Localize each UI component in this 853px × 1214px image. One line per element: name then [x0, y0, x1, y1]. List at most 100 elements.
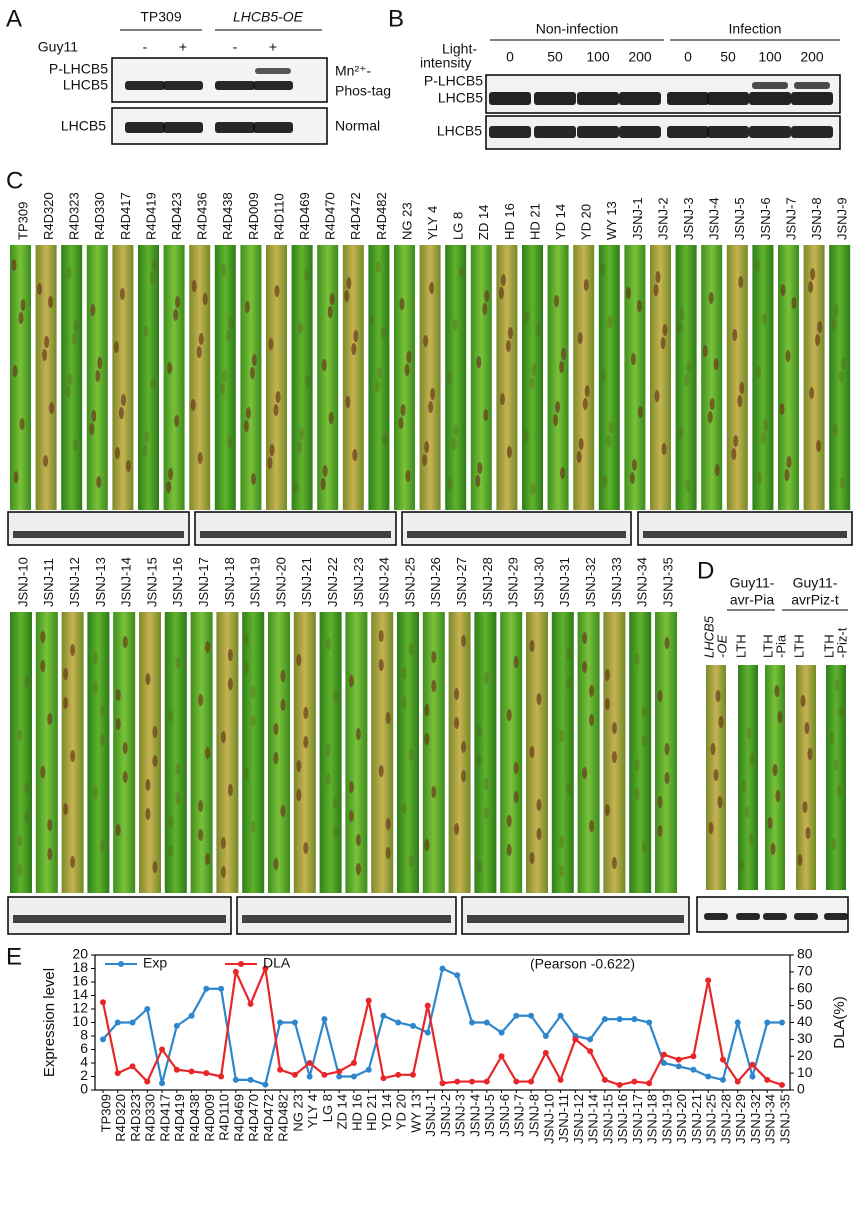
x-tick-label: JSNJ-21	[689, 1094, 704, 1144]
band-label: P-LHCB5	[49, 61, 108, 77]
data-point	[365, 997, 372, 1004]
method-label: Mn²⁺-	[335, 63, 372, 79]
lesion	[385, 818, 391, 830]
lesion	[625, 287, 631, 299]
lesion	[536, 828, 542, 840]
legend-label: DLA	[263, 955, 291, 971]
lesion	[662, 324, 668, 336]
lesion	[477, 462, 483, 474]
lesion	[348, 810, 354, 822]
leaf-image	[598, 245, 620, 510]
lesion	[584, 385, 590, 397]
x-tick-label: ZD 14	[335, 1094, 350, 1129]
lesion	[227, 436, 233, 448]
lesion	[381, 433, 387, 445]
data-point	[424, 1002, 431, 1009]
lesion	[424, 839, 430, 851]
lesion	[348, 675, 354, 687]
lesion	[780, 284, 786, 296]
leaf-label: JSNJ-25	[402, 557, 417, 607]
band	[215, 81, 255, 90]
lesion	[755, 366, 761, 378]
x-tick-label: YLY 4	[305, 1094, 320, 1128]
lesion	[802, 801, 808, 813]
leaf-label: JSNJ-34	[635, 557, 650, 607]
lesion	[500, 274, 506, 286]
lesion	[149, 272, 155, 284]
lesion	[483, 778, 489, 790]
lesion	[49, 402, 55, 414]
lesion	[198, 694, 204, 706]
x-tick-label: JSNJ-2	[438, 1094, 453, 1137]
lesion	[303, 842, 309, 854]
leaf-label: JSNJ-28	[480, 557, 495, 607]
lesion	[12, 365, 18, 377]
lesion	[641, 735, 647, 747]
lesion	[422, 454, 428, 466]
lesion	[791, 297, 797, 309]
lesion	[95, 370, 101, 382]
x-tick-label: R4D469	[231, 1094, 246, 1142]
lesion	[327, 306, 333, 318]
lesion	[400, 404, 406, 416]
y2-tick-label: 60	[797, 979, 813, 995]
lesion	[19, 418, 25, 430]
blot	[111, 57, 328, 103]
data-point	[321, 1071, 328, 1078]
lesion	[91, 410, 97, 422]
leaf-image	[701, 245, 723, 510]
lesion	[243, 633, 249, 645]
lesion	[611, 751, 617, 763]
lesion	[47, 819, 53, 831]
leaf-image	[112, 245, 134, 510]
lesion	[677, 321, 683, 333]
x-tick-label: JSNJ-12	[571, 1094, 586, 1144]
lesion	[122, 636, 128, 648]
band-label: P-LHCB5	[424, 73, 483, 89]
leaf-label: JSNJ-8	[809, 197, 824, 240]
lesion	[303, 707, 309, 719]
lesion	[476, 754, 482, 766]
lesion	[152, 755, 158, 767]
panel-letter: D	[697, 557, 714, 584]
band	[707, 126, 749, 138]
leaf-image	[10, 245, 31, 510]
data-point	[424, 1029, 431, 1036]
sign: -	[233, 39, 238, 55]
leaf-label: R4D472	[348, 192, 363, 240]
x-tick-label: JSNJ-11	[556, 1094, 571, 1143]
lesion	[250, 473, 256, 485]
leaf-image	[803, 245, 825, 510]
band	[125, 122, 165, 133]
lesion	[604, 804, 610, 816]
x-tick-label: JSNJ-32	[748, 1094, 763, 1144]
data-point	[114, 1070, 121, 1077]
data-point	[779, 1019, 785, 1026]
leaf-label: R4D469	[297, 192, 312, 240]
band	[200, 531, 391, 538]
band-label: LHCB5	[61, 118, 106, 134]
lesion	[99, 705, 105, 717]
lesion	[175, 657, 181, 669]
lesion	[346, 277, 352, 289]
lesion	[678, 427, 684, 439]
lesion	[345, 396, 351, 408]
data-point	[336, 1068, 343, 1075]
leaf-image	[87, 612, 110, 893]
lesion	[355, 863, 361, 875]
lesion	[404, 364, 410, 376]
leaf-image	[394, 245, 415, 510]
lesion	[405, 470, 411, 482]
lesion	[815, 334, 821, 346]
lesion	[744, 806, 750, 818]
x-tick-label: R4D009	[202, 1094, 217, 1142]
lesion	[431, 786, 437, 798]
lesion	[90, 304, 96, 316]
lesion	[166, 481, 172, 493]
leaf-label: R4D423	[169, 192, 184, 240]
data-point	[277, 1066, 284, 1073]
leaf-label: ZD 14	[476, 205, 491, 240]
lesion	[451, 438, 457, 450]
leaf-image	[189, 245, 211, 510]
group-label: Infection	[729, 21, 782, 37]
